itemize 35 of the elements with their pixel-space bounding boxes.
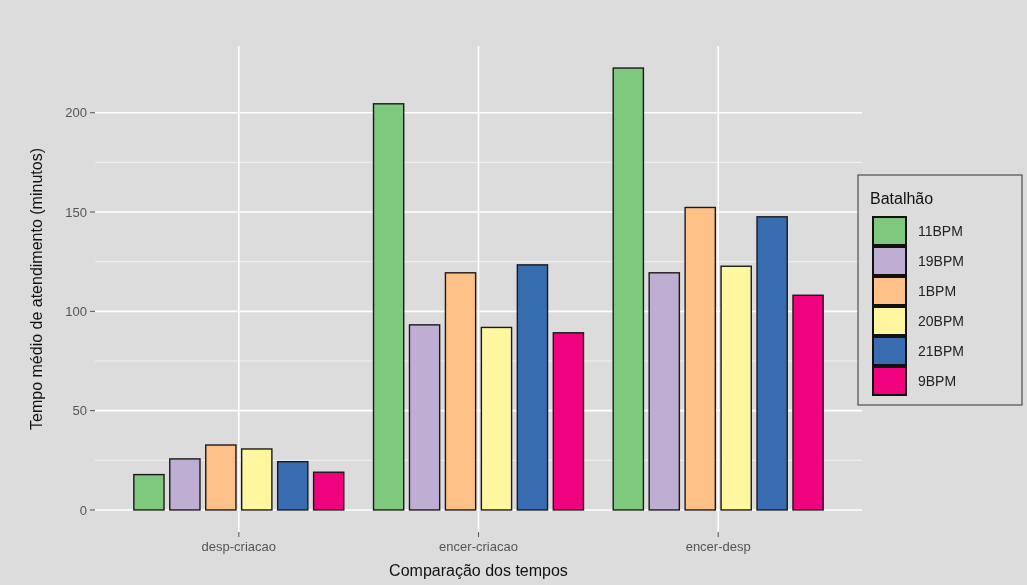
y-tick-label: 150 [65,204,87,220]
bar [169,458,201,511]
x-tick-label: encer-criacao [439,539,518,554]
x-axis-title: Comparação dos tempos [389,562,568,579]
y-tick-label: 200 [65,105,87,121]
bar [276,460,309,511]
bar [792,294,824,511]
bar [516,264,549,511]
bar [612,67,645,511]
y-axis-title: Tempo médio de atendimento (minutos) [28,148,45,430]
bar [205,444,237,511]
bar [133,473,165,511]
bar [552,332,585,511]
bar [720,265,752,511]
y-tick-label: 100 [65,303,87,319]
x-tick-label: desp-criacao [201,539,277,554]
legend-label: 11BPM [918,222,963,239]
legend-label: 19BPM [918,252,964,269]
x-tick-label: encer-desp [685,539,751,554]
legend-label: 20BPM [918,312,964,329]
bar [648,272,681,511]
bar [312,471,345,511]
bar [408,324,441,511]
y-tick-label: 50 [72,403,87,419]
bar [372,103,405,511]
bar [756,216,788,511]
legend-label: 21BPM [918,342,964,359]
y-tick-label: 0 [79,502,87,518]
bar [480,326,513,511]
legend-label: 9BPM [918,372,957,389]
legend-label: 1BPM [918,282,957,299]
legend-title: Batalhão [870,190,934,207]
bar [240,448,273,511]
bar [684,206,717,511]
bar [444,272,477,511]
